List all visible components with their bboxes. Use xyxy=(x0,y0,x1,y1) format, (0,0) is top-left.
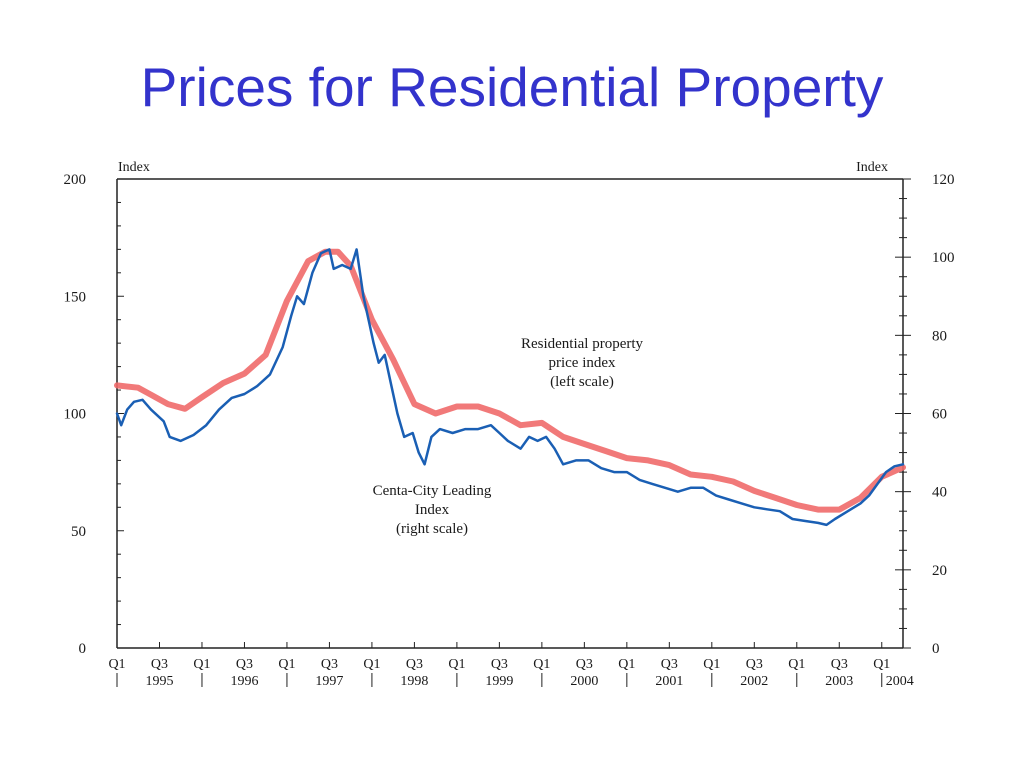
left-axis-tick-labels: 0 50 100 150 200 xyxy=(64,172,87,657)
annotation-line: (left scale) xyxy=(550,374,614,390)
x-axis-quarter-label: Q3 xyxy=(151,657,168,672)
x-axis-year-label: 2002 xyxy=(740,674,768,689)
left-axis-label: Index xyxy=(118,160,150,175)
annotation-line: Index xyxy=(415,502,450,518)
x-axis-quarter-label: Q3 xyxy=(236,657,253,672)
left-axis-tick-label: 50 xyxy=(71,524,86,540)
x-axis-quarter-label: Q1 xyxy=(533,657,550,672)
right-axis-tick-label: 40 xyxy=(932,485,947,501)
right-axis-tick-label: 20 xyxy=(932,563,947,579)
annotation-line: Centa-City Leading xyxy=(373,483,492,499)
x-axis-quarter-label: Q1 xyxy=(788,657,805,672)
residential-price-series-line xyxy=(114,248,906,513)
plot-frame xyxy=(116,178,904,649)
x-axis-quarter-label: Q3 xyxy=(746,657,763,672)
x-axis-year-label: 1995 xyxy=(145,674,173,689)
x-axis-quarter-label: Q1 xyxy=(363,657,380,672)
x-axis-year-label: 2004 xyxy=(886,674,914,689)
x-axis-quarter-label: Q3 xyxy=(831,657,848,672)
x-axis-year-label: 1997 xyxy=(315,674,343,689)
x-axis-quarter-label: Q1 xyxy=(448,657,465,672)
x-axis-quarter-label: Q1 xyxy=(278,657,295,672)
left-axis-tick-label: 100 xyxy=(64,407,87,423)
x-axis-tick-labels: Q1 Q3 1995 Q1 Q3 1996 Q1 Q3 1997 Q1 Q3 1998 Q1 Q3 1999… xyxy=(108,657,913,689)
right-axis-tick-label: 0 xyxy=(932,641,940,657)
x-axis-quarter-label: Q3 xyxy=(406,657,423,672)
x-axis-quarter-label: Q1 xyxy=(193,657,210,672)
x-axis-year-label: 2001 xyxy=(655,674,683,689)
x-axis-quarter-label: Q1 xyxy=(703,657,720,672)
left-axis-tick-label: 200 xyxy=(64,172,87,188)
left-axis-tick-label: 150 xyxy=(64,289,87,305)
residential-price-annotation: Residential property price index (left sca… xyxy=(521,336,644,390)
series-layer xyxy=(114,248,906,527)
x-axis-year-label: 2003 xyxy=(825,674,853,689)
right-axis-tick-labels: 0 20 40 60 80 100 120 xyxy=(932,172,955,657)
x-axis-quarter-label: Q1 xyxy=(873,657,890,672)
centa-city-annotation: Centa-City Leading Index (right scale) xyxy=(373,483,492,537)
x-axis-quarter-label: Q3 xyxy=(661,657,678,672)
x-axis-quarter-label: Q1 xyxy=(108,657,125,672)
annotations: Residential property price index (left sca… xyxy=(373,336,644,537)
x-axis-quarter-label: Q3 xyxy=(321,657,338,672)
annotation-line: (right scale) xyxy=(396,521,468,537)
x-axis-year-label: 1998 xyxy=(400,674,428,689)
annotation-line: price index xyxy=(548,355,616,371)
x-axis-year-label: 2000 xyxy=(570,674,598,689)
x-axis-quarter-label: Q1 xyxy=(618,657,635,672)
centa-city-series-line xyxy=(115,248,905,527)
x-axis-quarter-label: Q3 xyxy=(491,657,508,672)
x-axis-quarter-label: Q3 xyxy=(576,657,593,672)
right-axis-tick-label: 100 xyxy=(932,250,955,266)
x-axis-year-label: 1999 xyxy=(485,674,513,689)
right-axis-tick-label: 80 xyxy=(932,328,947,344)
axis-ticks xyxy=(116,178,911,649)
right-axis-tick-label: 120 xyxy=(932,172,955,188)
left-axis-tick-label: 0 xyxy=(79,641,87,657)
annotation-line: Residential property xyxy=(521,336,644,352)
right-axis-label: Index xyxy=(856,160,888,175)
slide-title: Prices for Residential Property xyxy=(140,56,884,118)
right-axis-tick-label: 60 xyxy=(932,407,947,423)
x-axis-year-label: 1996 xyxy=(230,674,258,689)
